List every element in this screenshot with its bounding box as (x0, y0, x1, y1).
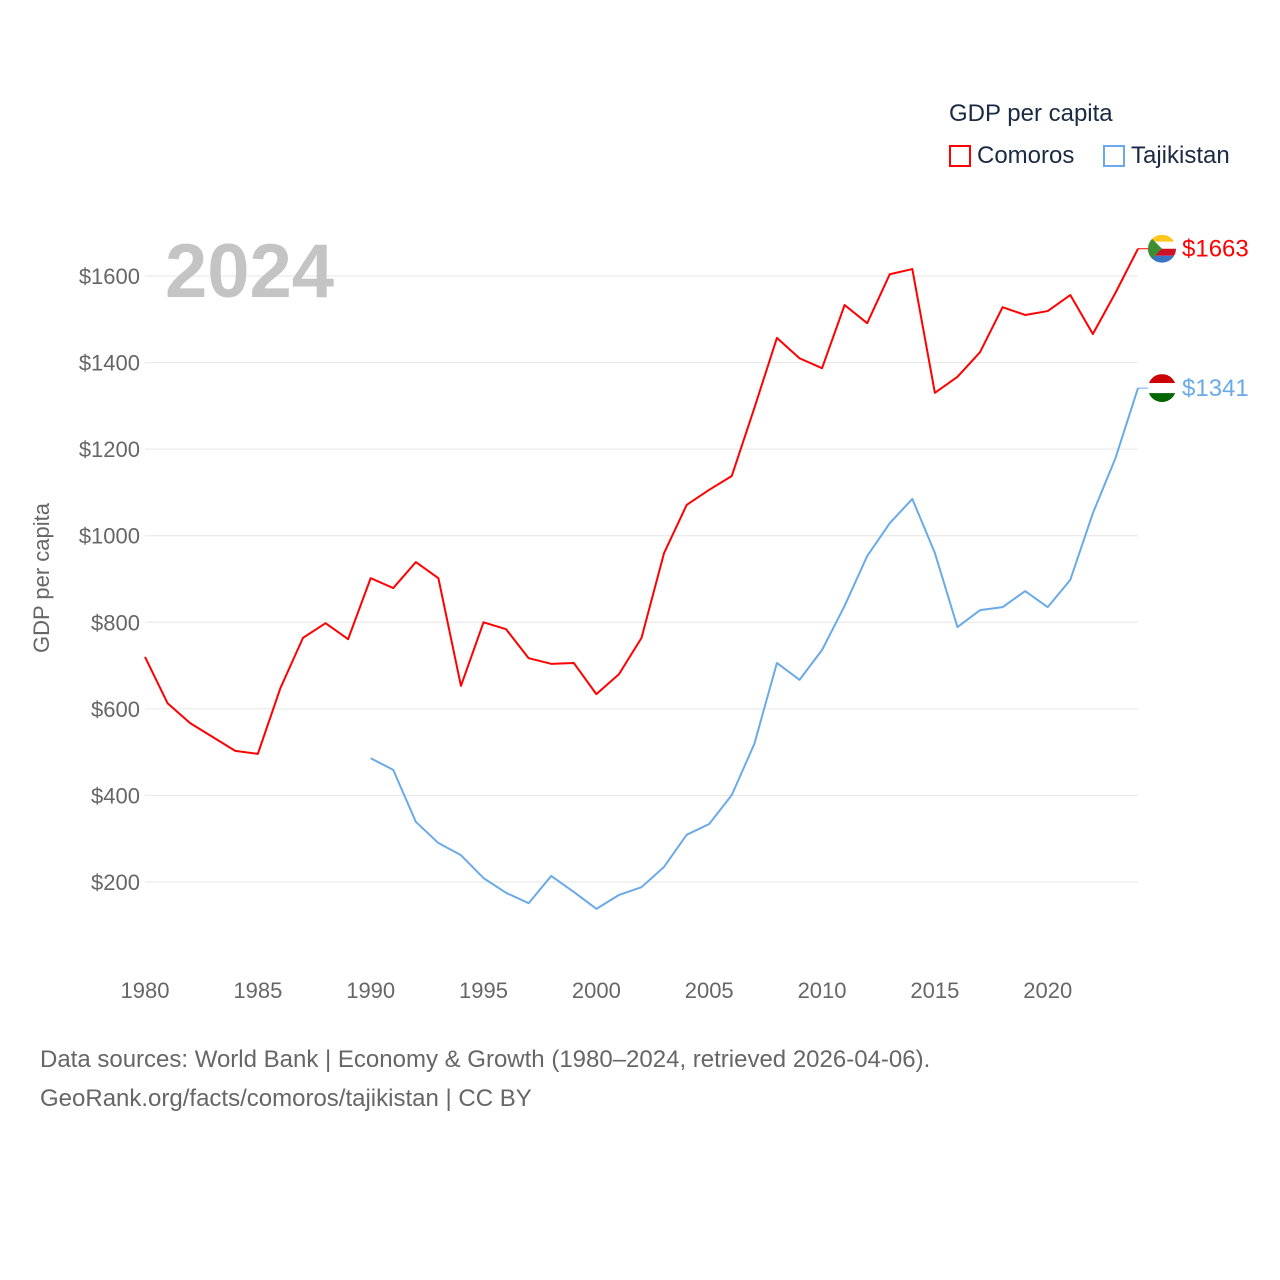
series-line-tajikistan (370, 387, 1139, 910)
legend-label: Tajikistan (1131, 142, 1230, 169)
end-value-label: $1341 (1182, 375, 1249, 402)
legend-swatch-comoros (949, 145, 971, 167)
tajikistan-flag-icon (1148, 374, 1176, 403)
x-tick-label: 2020 (1023, 978, 1072, 1003)
end-value-label: $1663 (1182, 236, 1249, 263)
x-tick-label: 2000 (572, 978, 621, 1003)
y-tick-label: $1600 (79, 264, 140, 289)
legend-swatch-tajikistan (1103, 145, 1125, 167)
y-tick-label: $200 (91, 870, 140, 895)
y-tick-label: $1200 (79, 437, 140, 462)
x-tick-label: 1990 (346, 978, 395, 1003)
y-tick-label: $1000 (79, 524, 140, 549)
y-axis-label: GDP per capita (29, 502, 54, 654)
footer-source: Data sources: World Bank | Economy & Gro… (40, 1046, 931, 1073)
legend-label: Comoros (977, 142, 1075, 169)
x-tick-label: 2005 (685, 978, 734, 1003)
legend-item-comoros[interactable]: Comoros (949, 142, 1074, 170)
y-tick-label: $1400 (79, 351, 140, 376)
year-label: 2024 (165, 229, 335, 314)
comoros-flag-icon (1148, 234, 1176, 263)
series-line-comoros (144, 248, 1139, 755)
y-tick-label: $800 (91, 610, 140, 635)
y-tick-label: $600 (91, 697, 140, 722)
y-tick-label: $400 (91, 783, 140, 808)
x-tick-label: 2010 (798, 978, 847, 1003)
legend-item-tajikistan[interactable]: Tajikistan (1103, 142, 1230, 170)
x-tick-label: 1980 (121, 978, 170, 1003)
x-tick-label: 1985 (233, 978, 282, 1003)
x-tick-label: 2015 (910, 978, 959, 1003)
x-tick-label: 1995 (459, 978, 508, 1003)
legend-title: GDP per capita (949, 100, 1113, 127)
footer-link[interactable]: GeoRank.org/facts/comoros/tajikistan | C… (40, 1085, 532, 1112)
